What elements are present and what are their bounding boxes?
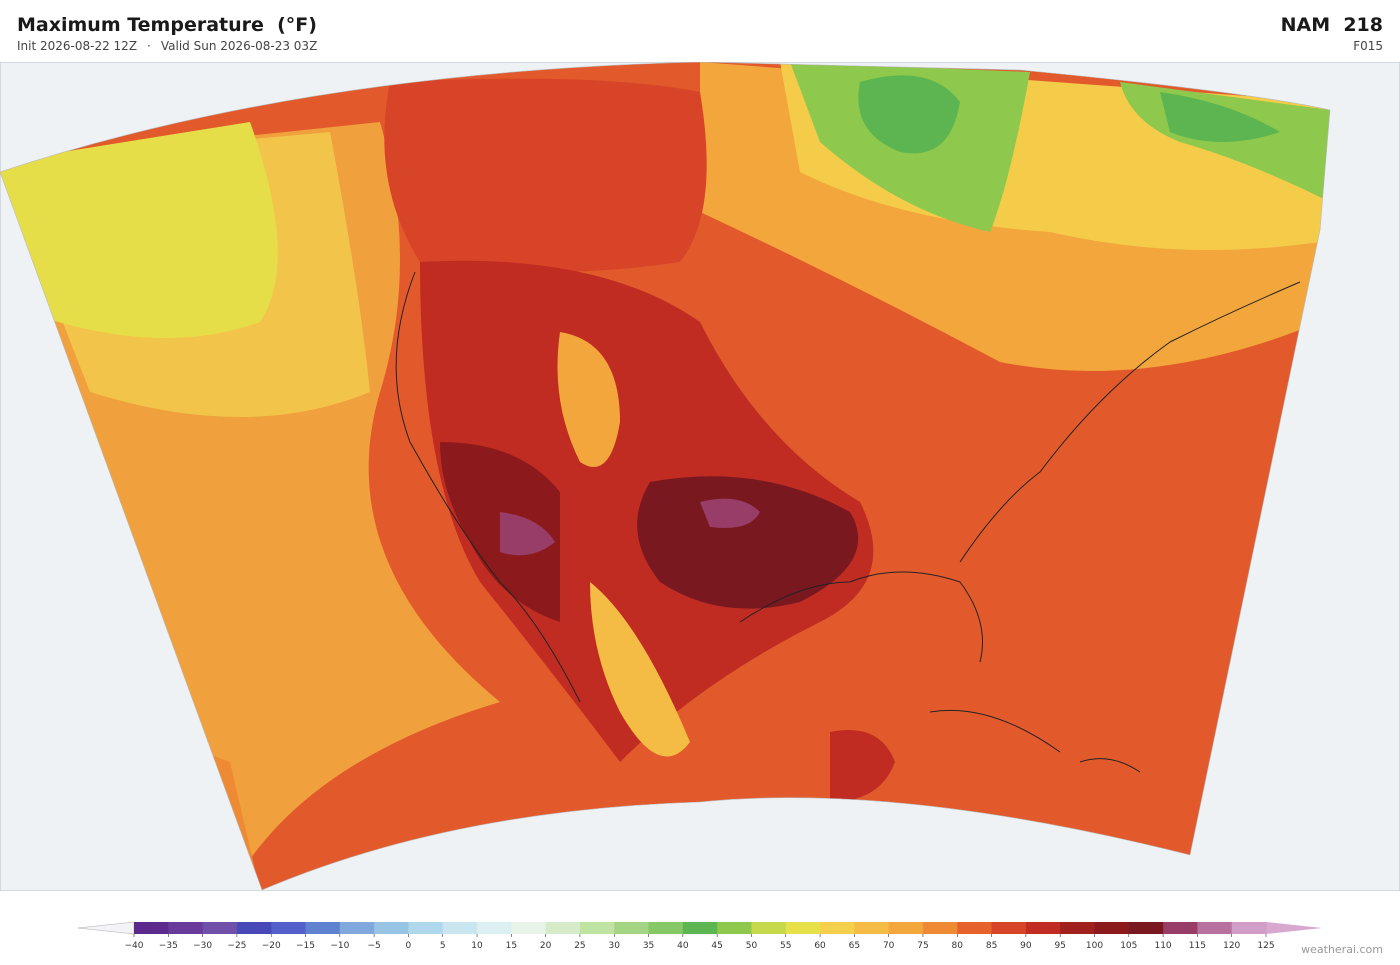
colorbar: −40 −35 −30 −25 −20 −15 −10 −5 0 5 10 15 20 25 30 35 40 4…	[77, 921, 1322, 951]
colorbar-tick-label: −25	[227, 941, 246, 951]
colorbar-bin	[648, 922, 684, 934]
title: Maximum Temperature (°F)	[17, 14, 317, 36]
colorbar-tick-label: −30	[193, 941, 212, 951]
colorbar-bin	[614, 922, 650, 934]
colorbar-tick-label: 15	[506, 941, 517, 951]
colorbar-bin	[1197, 922, 1233, 934]
colorbar-bin	[477, 922, 512, 934]
colorbar-bin	[854, 922, 890, 934]
colorbar-under	[77, 921, 135, 935]
colorbar-bin	[305, 922, 341, 934]
colorbar-tick-label: 105	[1120, 941, 1137, 951]
colorbar-bin	[888, 922, 924, 934]
colorbar-bin	[957, 922, 993, 934]
colorbar-bin	[134, 922, 169, 934]
colorbar-tick-label: 55	[780, 941, 791, 951]
colorbar-tick-label: 5	[440, 941, 446, 951]
map	[0, 62, 1400, 891]
colorbar-bin	[579, 922, 615, 934]
colorbar-tick-label: 65	[849, 941, 860, 951]
colorbar-bin	[271, 922, 307, 934]
colorbar-bin	[717, 922, 752, 934]
colorbar-tick-label: −15	[296, 941, 315, 951]
colorbar-tick-label: 20	[540, 941, 552, 951]
colorbar-tick-label: 95	[1054, 941, 1065, 951]
colorbar-tick-label: −10	[330, 941, 349, 951]
model-name: NAM 218	[1280, 14, 1383, 36]
valid-time: Valid Sun 2026-08-23 03Z	[160, 39, 318, 53]
colorbar-tick-label: −20	[262, 941, 281, 951]
colorbar-tick-label: 60	[814, 941, 826, 951]
colorbar-bin	[682, 922, 718, 934]
separator: ·	[147, 39, 151, 53]
colorbar-bin	[1025, 922, 1061, 934]
colorbar-bin	[1231, 922, 1267, 934]
credit: weatherai.com	[1301, 943, 1383, 956]
colorbar-bin	[545, 922, 581, 934]
colorbar-tick-label: 100	[1086, 941, 1103, 951]
colorbar-bin	[168, 922, 204, 934]
colorbar-over	[1266, 922, 1322, 934]
colorbar-bin	[339, 922, 375, 934]
colorbar-tick-label: 0	[406, 941, 412, 951]
colorbar-tick-label: −35	[159, 941, 178, 951]
coastline	[395, 271, 1301, 703]
colorbar-bin	[1163, 922, 1198, 934]
colorbar-tick-label: 75	[917, 941, 928, 951]
colorbar-tick-label: 70	[883, 941, 895, 951]
colorbar-bin	[1060, 922, 1095, 934]
domain-outline	[0, 62, 1331, 891]
colorbar-tick-label: 90	[1020, 941, 1032, 951]
init-time: Init 2026-08-22 12Z	[17, 39, 138, 53]
colorbar-tick-label: 120	[1223, 941, 1240, 951]
colorbar-bin	[374, 922, 409, 934]
colorbar-bin	[1128, 922, 1164, 934]
colorbar-tick-label: −5	[367, 941, 380, 951]
colorbar-tick-label: 85	[986, 941, 997, 951]
colorbar-tick-label: 115	[1189, 941, 1206, 951]
colorbar-tick-label: 25	[574, 941, 585, 951]
colorbar-bin	[751, 922, 787, 934]
colorbar-bin	[922, 922, 958, 934]
colorbar-bin	[785, 922, 821, 934]
colorbar-bin	[202, 922, 238, 934]
colorbar-tick-label: 125	[1257, 941, 1274, 951]
colorbar-bin	[236, 922, 272, 934]
colorbar-bin	[511, 922, 547, 934]
colorbar-bin	[991, 922, 1027, 934]
island-outline	[929, 709, 1141, 773]
subtitle: Init 2026-08-22 12Z · Valid Sun 2026-08-23…	[17, 39, 327, 53]
colorbar-bin	[1094, 922, 1130, 934]
colorbar-tick-label: 35	[643, 941, 654, 951]
colorbar-tick-label: 110	[1154, 941, 1171, 951]
forecast-hour: F015	[1353, 39, 1383, 53]
colorbar-bin	[820, 922, 855, 934]
colorbar-bin	[408, 922, 444, 934]
colorbar-tick-label: 40	[677, 941, 689, 951]
colorbar-tick-label: 50	[746, 941, 758, 951]
colorbar-tick-label: −40	[125, 941, 144, 951]
colorbar-tick-label: 80	[952, 941, 964, 951]
colorbar-tick-label: 30	[609, 941, 621, 951]
colorbar-bin	[442, 922, 478, 934]
colorbar-tick-label: 45	[711, 941, 722, 951]
colorbar-tick-label: 10	[471, 941, 483, 951]
